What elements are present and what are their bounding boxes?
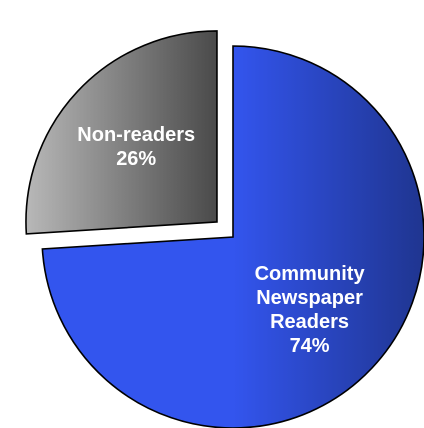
pie-slice-non-readers: [25, 30, 218, 235]
slice-label-line-0-2: Readers: [270, 311, 349, 333]
percent-label-1: 26%: [116, 148, 156, 170]
slice-label-line-1-0: Non-readers: [77, 124, 195, 146]
pie-slices: [25, 30, 424, 428]
slice-label-line-0-0: Community: [255, 263, 366, 285]
percent-label-0: 74%: [290, 335, 330, 357]
slice-label-line-0-1: Newspaper: [256, 287, 363, 309]
pie-slice-readers: [41, 45, 424, 428]
